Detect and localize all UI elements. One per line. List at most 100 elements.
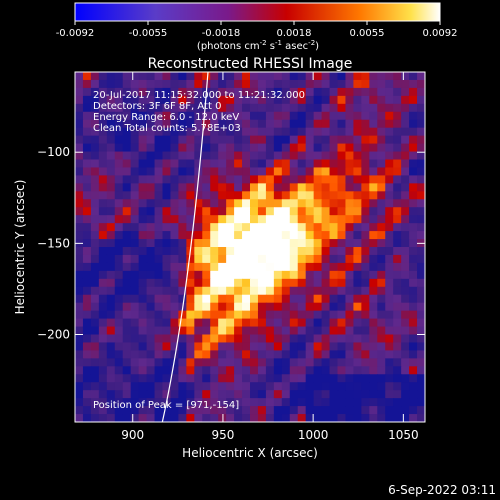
heatmap-cell: [178, 350, 187, 359]
heatmap-cell: [106, 239, 116, 248]
heatmap-cell: [377, 406, 386, 415]
heatmap-cell: [345, 127, 354, 137]
heatmap-cell: [337, 310, 347, 320]
heatmap-cell: [114, 398, 124, 407]
heatmap-cell: [194, 111, 203, 121]
heatmap-cell: [265, 414, 275, 422]
heatmap-cell: [75, 278, 84, 288]
heatmap-cell: [146, 191, 156, 200]
heatmap-cell: [82, 270, 92, 280]
heatmap-cell: [90, 414, 100, 422]
heatmap-cell: [194, 326, 203, 336]
heatmap-cell: [210, 286, 219, 296]
heatmap-cell: [393, 183, 402, 192]
heatmap-cell: [281, 207, 291, 216]
heatmap-cell: [385, 239, 394, 248]
heatmap-cell: [305, 79, 315, 89]
heatmap-cell: [82, 79, 92, 89]
heatmap-cell: [162, 239, 172, 248]
heatmap-cell: [130, 72, 140, 81]
heatmap-cell: [75, 191, 84, 200]
heatmap-cell: [90, 167, 100, 176]
heatmap-cell: [273, 95, 283, 105]
heatmap-cell: [234, 374, 243, 383]
heatmap-cell: [393, 199, 402, 208]
heatmap-cell: [186, 294, 195, 304]
heatmap-cell: [250, 286, 259, 296]
heatmap-cell: [90, 111, 100, 121]
heatmap-cell: [297, 87, 307, 97]
heatmap-cell: [265, 159, 275, 169]
heatmap-cell: [281, 231, 291, 240]
heatmap-cell: [242, 175, 251, 184]
heatmap-cell: [75, 127, 84, 137]
heatmap-cell: [305, 95, 315, 105]
heatmap-cell: [337, 247, 347, 256]
heatmap-cell: [401, 302, 410, 312]
heatmap-cell: [242, 207, 251, 216]
colorbar-units-label: (photons cm-2 s-1 asec-2): [197, 39, 319, 52]
heatmap-cell: [313, 302, 323, 312]
heatmap-cell: [401, 270, 410, 280]
heatmap-cell: [417, 270, 425, 280]
heatmap-cell: [321, 167, 331, 176]
heatmap-cell: [257, 358, 267, 367]
heatmap-cell: [130, 191, 140, 200]
heatmap-cell: [106, 406, 116, 415]
heatmap-cell: [210, 366, 219, 375]
heatmap-cell: [250, 382, 259, 391]
heatmap-cell: [234, 239, 243, 248]
heatmap-cell: [194, 310, 203, 320]
heatmap-cell: [281, 151, 291, 161]
heatmap-cell: [409, 270, 418, 280]
heatmap-cell: [401, 239, 410, 248]
heatmap-cell: [130, 151, 140, 161]
heatmap-cell: [106, 286, 116, 296]
heatmap-cell: [289, 95, 299, 105]
heatmap-cell: [90, 127, 100, 137]
heatmap-cell: [138, 127, 148, 137]
heatmap-cell: [385, 278, 394, 288]
heatmap-cell: [297, 215, 307, 224]
heatmap-cell: [289, 414, 299, 422]
heatmap-cell: [401, 262, 410, 272]
heatmap-cell: [257, 143, 267, 153]
heatmap-cell: [106, 159, 116, 169]
heatmap-cell: [218, 358, 227, 367]
heatmap-cell: [257, 135, 267, 145]
heatmap-cell: [154, 254, 164, 264]
heatmap-cell: [218, 135, 227, 145]
heatmap-cell: [401, 358, 410, 367]
heatmap-cell: [393, 143, 402, 153]
heatmap-cell: [210, 326, 219, 336]
heatmap-cell: [122, 294, 132, 304]
heatmap-cell: [234, 231, 243, 240]
heatmap-cell: [106, 334, 116, 344]
heatmap-cell: [82, 175, 92, 184]
heatmap-cell: [154, 95, 164, 105]
heatmap-cell: [202, 334, 211, 344]
heatmap-cell: [90, 199, 100, 208]
heatmap-cell: [178, 342, 187, 351]
heatmap-cell: [82, 286, 92, 296]
heatmap-cell: [313, 95, 323, 105]
heatmap-cell: [329, 310, 339, 320]
heatmap-cell: [329, 278, 339, 288]
heatmap-cell: [82, 294, 92, 304]
heatmap-cell: [146, 72, 156, 81]
heatmap-cell: [297, 318, 307, 328]
heatmap-cell: [98, 159, 108, 169]
heatmap-cell: [337, 302, 347, 312]
heatmap-cell: [82, 278, 92, 288]
heatmap-cell: [210, 262, 219, 272]
heatmap-cell: [106, 247, 116, 256]
heatmap-cell: [273, 247, 283, 256]
heatmap-cell: [250, 366, 259, 375]
heatmap-cell: [226, 270, 235, 280]
heatmap-cell: [234, 87, 243, 97]
heatmap-cell: [90, 342, 100, 351]
heatmap-cell: [321, 374, 331, 383]
heatmap-cell: [337, 414, 347, 422]
heatmap-cell: [90, 310, 100, 320]
heatmap-cell: [273, 72, 283, 81]
